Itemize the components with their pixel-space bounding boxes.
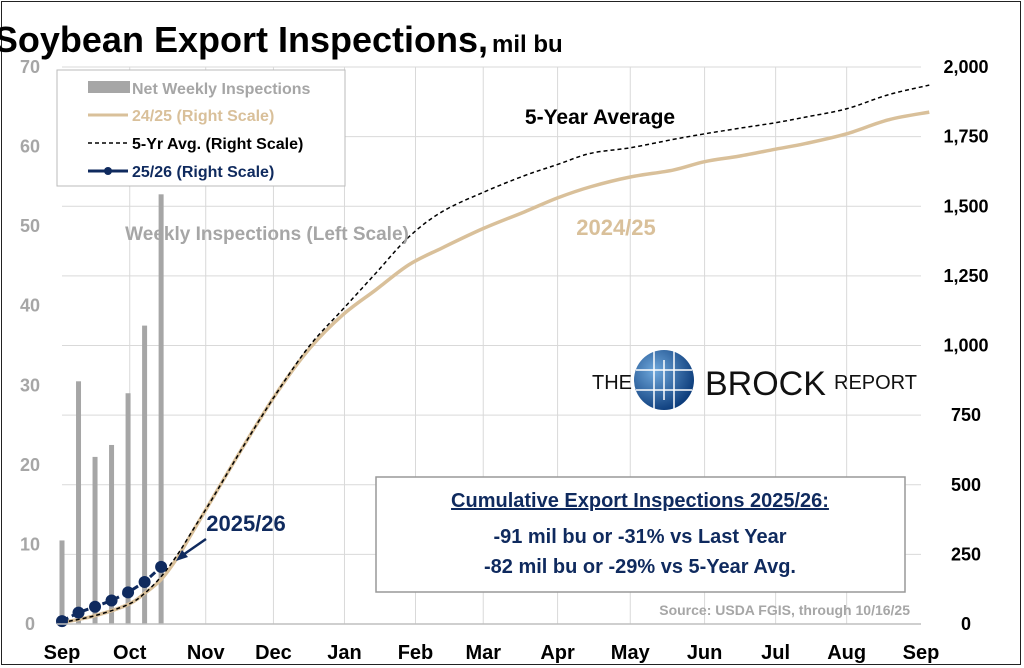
left-tick-label: 40 [20,296,40,316]
left-tick-label: 20 [20,455,40,475]
box-title: Cumulative Export Inspections 2025/26: [451,490,829,512]
left-tick-label: 30 [20,375,40,395]
x-tick-label: Feb [398,642,434,664]
x-tick-label: Sep [903,642,940,664]
box-line-1: -91 mil bu or -31% vs Last Year [493,526,786,548]
arrow-head-icon [176,550,188,561]
right-tick-label: 500 [951,475,981,495]
point-2526 [105,594,118,607]
five-year-label: 5-Year Average [525,106,675,129]
x-tick-label: Aug [827,642,866,664]
right-tick-label: 1,000 [943,336,988,356]
right-tick-label: 2,000 [943,57,988,77]
legend-2526: 25/26 (Right Scale) [132,164,274,181]
x-tick-label: Jan [327,642,361,664]
weekly-label: Weekly Inspections (Left Scale) [125,224,409,245]
left-tick-label: 10 [20,534,40,554]
weekly-bar [92,456,98,624]
right-tick-label: 0 [961,614,971,634]
x-tick-label: Oct [113,642,147,664]
chart-title-comma: , [478,19,488,60]
logo-brock: BROCK [705,365,826,403]
right-tick-label: 750 [951,405,981,425]
line-5yr-avg [61,84,930,624]
legend-bar-swatch [88,81,130,93]
logo-report: REPORT [834,372,917,394]
legend-2425: 24/25 (Right Scale) [132,108,274,125]
legend: Net Weekly Inspections 24/25 (Right Scal… [56,69,346,187]
right-tick-label: 250 [951,544,981,564]
line-2425 [61,110,930,625]
x-tick-label: Sep [44,642,81,664]
left-tick-label: 50 [20,216,40,236]
legend-weekly: Net Weekly Inspections [132,81,311,98]
weekly-bar [158,194,164,625]
left-tick-label: 60 [20,137,40,157]
weekly-bar [109,444,115,624]
weekly-bar [142,325,148,624]
x-tick-label: Jun [687,642,723,664]
point-2526 [56,615,68,628]
x-tick-label: Nov [187,642,226,664]
x-tick-label: May [611,642,651,664]
chart-title: U.S. Soybean Export Inspections [0,19,478,60]
point-2526 [72,606,85,619]
annotation-box: Cumulative Export Inspections 2025/26: -… [375,476,906,593]
left-tick-label: 70 [20,57,40,77]
source-note: Source: USDA FGIS, through 10/16/25 [659,602,910,618]
bars [59,194,164,625]
current-year-label: 2025/26 [206,511,286,536]
weekly-bar [59,540,65,624]
x-tick-label: Apr [540,642,575,664]
x-tick-label: Jul [761,642,790,664]
brock-report-logo: THE BROCK REPORT [592,350,917,410]
weekly-bar [125,393,131,624]
x-tick-label: Mar [465,642,501,664]
prior-year-label: 2024/25 [576,215,656,240]
x-tick-label: Dec [255,642,292,664]
logo-the: THE [592,372,632,394]
right-tick-label: 1,500 [943,196,988,216]
box-line-2: -82 mil bu or -29% vs 5-Year Avg. [484,556,796,578]
point-2526 [138,575,151,588]
legend-5yr: 5-Yr Avg. (Right Scale) [132,136,303,153]
point-2526 [89,600,102,613]
axes: 0 250 500 750 1,000 1,250 1,500 1,750 2,000 0 10 20… [20,57,989,664]
point-2526 [122,586,135,599]
left-tick-label: 0 [25,614,35,634]
chart-title-unit: mil bu [492,31,563,58]
right-tick-label: 1,750 [943,127,988,147]
weekly-bar [76,381,82,624]
right-tick-label: 1,250 [943,266,988,286]
point-2526 [155,560,168,573]
